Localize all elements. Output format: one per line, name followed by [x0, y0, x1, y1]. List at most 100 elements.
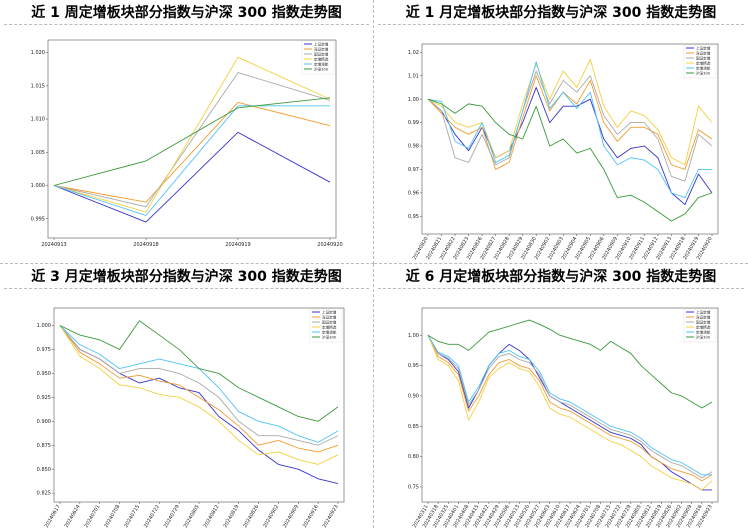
x-tick-label: 20240913 — [41, 242, 66, 248]
y-tick-label: 0.975 — [37, 347, 51, 353]
series-line — [59, 320, 339, 422]
series-line — [427, 87, 713, 206]
y-tick-label: 0.75 — [408, 485, 419, 491]
x-tick-label: 20240812 — [203, 504, 221, 528]
legend-label: 国证定增 — [322, 319, 337, 324]
y-tick-label: 0.85 — [408, 424, 419, 430]
y-tick-label: 0.925 — [37, 395, 51, 401]
legend-label: 定增精选 — [322, 324, 337, 329]
title-divider — [378, 24, 744, 25]
y-tick-label: 0.95 — [408, 214, 419, 220]
legend-label: 深证定增 — [696, 50, 711, 55]
legend-label: 深证定增 — [696, 314, 711, 319]
legend-label: 深证定增 — [314, 46, 329, 51]
title-divider — [378, 288, 744, 289]
y-tick-label: 0.850 — [37, 467, 51, 473]
legend-label: 沪深300 — [322, 334, 337, 339]
y-tick-label: 0.96 — [408, 190, 419, 196]
legend-label: 深证定增 — [322, 314, 337, 319]
y-tick-label: 1.020 — [31, 50, 45, 56]
x-tick-label: 20240617 — [44, 504, 62, 528]
legend-label: 定增领航 — [314, 61, 329, 66]
legend-label: 国证定增 — [696, 55, 711, 60]
y-tick-label: 0.80 — [408, 454, 419, 460]
y-tick-label: 0.95 — [408, 363, 419, 369]
title-divider — [4, 288, 369, 289]
y-tick-label: 0.98 — [408, 144, 419, 150]
series-line — [427, 61, 712, 199]
x-tick-label: 20240624 — [64, 504, 82, 528]
series-line — [427, 70, 713, 182]
y-tick-label: 0.99 — [408, 120, 419, 126]
line-chart-1month: 0.950.960.970.980.991.001.011.0220240820… — [408, 43, 719, 261]
x-tick-label: 20240918 — [133, 242, 158, 248]
y-tick-label: 1.005 — [31, 150, 45, 156]
line-chart-1week: 0.995 1.000 1.005 1.010 1.015 1.020 20240913 20… — [31, 39, 343, 248]
x-tick-label: 20240722 — [143, 504, 161, 528]
legend-label: 定增精选 — [314, 56, 329, 61]
y-tick-label: 1.015 — [31, 83, 45, 89]
plot-frame — [47, 39, 337, 239]
panel-3month: 近 3 月定增板块部分指数与沪深 300 指数走势图 0.825 0.850 0.8… — [0, 264, 374, 528]
series-line — [59, 325, 339, 446]
legend-label: 沪深300 — [696, 334, 711, 339]
y-tick-label: 1.00 — [408, 333, 419, 339]
series-line — [59, 325, 339, 465]
legend-label: 上证定增 — [322, 309, 337, 314]
series-line — [427, 335, 712, 491]
legend-label: 国证定增 — [314, 51, 329, 56]
line-chart-6month: 0.750.800.850.900.951.002024031120240318… — [408, 307, 719, 528]
legend-label: 定增领航 — [696, 65, 711, 70]
panel-1week: 近 1 周定增板块部分指数与沪深 300 指数走势图 0.995 1.000 1.0… — [0, 0, 374, 264]
y-tick-label: 0.97 — [408, 167, 419, 173]
x-tick-label: 20240920 — [317, 242, 342, 248]
series-line — [427, 75, 713, 170]
series-line — [59, 325, 339, 484]
legend-label: 上证定增 — [314, 41, 329, 46]
series-line — [427, 335, 713, 482]
x-tick-label: 20240826 — [242, 504, 260, 528]
x-tick-label: 20240902 — [262, 504, 280, 528]
x-tick-label: 20240715 — [123, 504, 141, 528]
chart-title: 近 1 周定增板块部分指数与沪深 300 指数走势图 — [31, 5, 342, 21]
legend-label: 国证定增 — [696, 319, 711, 324]
series-line — [427, 334, 712, 476]
y-tick-label: 1.000 — [37, 323, 51, 329]
series-line — [427, 58, 713, 166]
y-tick-label: 0.875 — [37, 443, 51, 449]
x-tick-label: 20240819 — [223, 504, 241, 528]
x-tick-label: 20240805 — [183, 504, 201, 528]
series-line — [53, 72, 331, 208]
y-tick-label: 0.90 — [408, 394, 419, 400]
legend-label: 定增领航 — [696, 329, 711, 334]
series-line — [53, 105, 330, 216]
y-tick-label: 0.950 — [37, 371, 51, 377]
chart-title: 近 6 月定增板块部分指数与沪深 300 指数走势图 — [405, 269, 717, 285]
x-tick-label: 20240708 — [103, 504, 121, 528]
plot-frame — [53, 307, 345, 503]
y-tick-label: 1.02 — [408, 50, 419, 56]
series-line — [53, 97, 331, 186]
y-tick-label: 1.00 — [408, 97, 419, 103]
legend-label: 沪深300 — [696, 70, 711, 75]
series-line — [59, 325, 339, 443]
legend-label: 上证定增 — [696, 309, 711, 314]
legend-label: 上证定增 — [696, 45, 711, 50]
x-tick-label: 20240923 — [322, 504, 340, 528]
series-line — [427, 98, 713, 222]
plot-frame — [421, 43, 719, 235]
line-chart-3month: 0.825 0.850 0.875 0.900 0.925 0.950 0.975 1.000… — [37, 307, 345, 528]
x-tick-label: 20240909 — [282, 504, 300, 528]
x-tick-label: 20240916 — [302, 504, 320, 528]
y-tick-label: 0.900 — [37, 419, 51, 425]
chart-title: 近 3 月定增板块部分指数与沪深 300 指数走势图 — [31, 269, 342, 285]
x-tick-label: 20240701 — [84, 504, 102, 528]
legend-label: 沪深300 — [314, 66, 329, 71]
series-line — [427, 335, 713, 491]
y-tick-label: 1.000 — [31, 183, 45, 189]
legend-label: 定增领航 — [322, 329, 337, 334]
x-tick-label: 20240729 — [163, 504, 181, 528]
y-tick-label: 1.010 — [31, 117, 45, 123]
series-line — [427, 319, 713, 409]
